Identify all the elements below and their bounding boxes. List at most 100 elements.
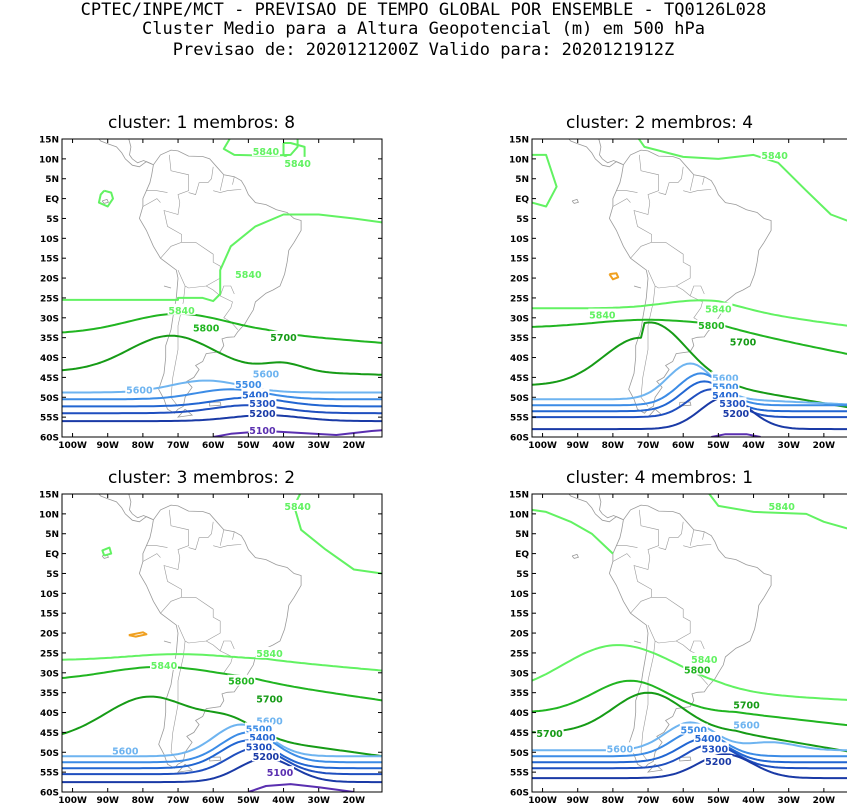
- lat-label: 35S: [510, 334, 529, 344]
- lat-label: 55S: [510, 414, 529, 424]
- contour-label: 5800: [698, 321, 725, 332]
- lat-label: 20S: [510, 630, 529, 640]
- lat-label: 55S: [510, 769, 529, 779]
- lat-label: 10N: [509, 510, 529, 520]
- lon-label: 80W: [132, 796, 155, 806]
- lat-label: 40S: [40, 709, 59, 719]
- lon-label: 80W: [602, 796, 625, 806]
- lon-label: 30W: [307, 796, 330, 806]
- lat-label: 10N: [39, 510, 59, 520]
- contour-5840: [532, 510, 613, 554]
- country-border: [233, 532, 235, 540]
- contour-label: 5700: [733, 701, 760, 712]
- lat-label: 10S: [510, 235, 529, 245]
- lon-label: 60W: [202, 441, 225, 451]
- country-border: [143, 199, 161, 207]
- panel-title-3: cluster: 3 membros: 2: [108, 468, 295, 488]
- lat-label: 15S: [510, 255, 529, 265]
- lat-label: 15N: [509, 136, 529, 146]
- contour-label: 5700: [536, 729, 563, 740]
- lat-label: 30S: [510, 314, 529, 324]
- country-border: [143, 554, 161, 562]
- lat-label: 60S: [40, 434, 59, 444]
- lon-label: 70W: [637, 796, 660, 806]
- country-border: [220, 641, 234, 651]
- lon-label: 70W: [167, 441, 190, 451]
- lat-label: 35S: [40, 689, 59, 699]
- country-border: [648, 242, 690, 288]
- caribbean-coastline: [599, 492, 622, 519]
- lon-label: 100W: [58, 796, 87, 806]
- contour-5700: [62, 336, 382, 375]
- lon-label: 40W: [742, 796, 765, 806]
- country-border: [631, 510, 659, 613]
- lon-label: 30W: [777, 796, 800, 806]
- lat-label: 50S: [510, 394, 529, 404]
- lat-label: 10S: [40, 590, 59, 600]
- lat-label: 20S: [510, 275, 529, 285]
- lat-label: 5S: [516, 570, 529, 580]
- lon-label: 100W: [528, 441, 557, 451]
- country-border: [161, 510, 189, 613]
- lat-label: 30S: [40, 314, 59, 324]
- lat-label: 60S: [40, 789, 59, 799]
- panel-title-1: cluster: 1 membros: 8: [108, 113, 295, 133]
- contour-5400: [532, 381, 847, 411]
- island-coastline: [164, 641, 171, 643]
- lon-label: 60W: [672, 441, 695, 451]
- contour-5840: [99, 191, 113, 207]
- contour-5200: [532, 754, 847, 778]
- lat-label: 15S: [40, 610, 59, 620]
- caribbean-coastline: [129, 137, 152, 164]
- cluster-map-2: 5840584058405800570056005500540053005200…: [492, 133, 847, 455]
- contour-label: 5200: [253, 752, 280, 763]
- country-border: [146, 191, 167, 193]
- lat-label: 50S: [40, 394, 59, 404]
- lon-label: 90W: [566, 796, 589, 806]
- contour-label: 5840: [168, 306, 195, 317]
- country-border: [161, 155, 189, 258]
- country-border: [690, 641, 704, 651]
- map-frame: [532, 494, 847, 792]
- contour-5500: [62, 389, 382, 399]
- country-border: [613, 199, 631, 207]
- panel-title-4: cluster: 4 membros: 1: [566, 468, 753, 488]
- contour-5880: [129, 632, 147, 636]
- country-border: [220, 175, 224, 191]
- lon-label: 70W: [637, 441, 660, 451]
- contour-5840: [62, 215, 382, 302]
- lat-label: 25S: [40, 649, 59, 659]
- lat-label: 50S: [40, 749, 59, 759]
- lon-label: 40W: [742, 441, 765, 451]
- contour-5600: [62, 381, 382, 393]
- contour-label: 5800: [228, 677, 255, 688]
- cluster-map-1: 5840584058405840580057005600560055005400…: [22, 133, 404, 455]
- header-title-line-2: Cluster Medio para a Altura Geopotencial…: [0, 20, 847, 38]
- contour-label: 5840: [151, 661, 178, 672]
- contour-label: 5300: [702, 744, 729, 755]
- lon-label: 90W: [96, 441, 119, 451]
- island-coastline: [210, 402, 221, 406]
- contour-label: 5840: [284, 159, 311, 170]
- lat-label: 10S: [40, 235, 59, 245]
- lat-label: 20S: [40, 275, 59, 285]
- island-coastline: [102, 199, 108, 203]
- contour-5840: [102, 548, 111, 556]
- contour-label: 5840: [768, 502, 795, 513]
- country-border: [659, 522, 684, 550]
- contour-label: 5200: [705, 757, 732, 768]
- country-border: [220, 530, 224, 546]
- country-border: [659, 167, 684, 195]
- lat-label: 55S: [40, 414, 59, 424]
- contour-label: 5100: [249, 426, 276, 437]
- contour-5500: [62, 732, 382, 762]
- contour-5100: [213, 430, 382, 437]
- lat-label: 45S: [510, 729, 529, 739]
- panel-title-2: cluster: 2 membros: 4: [566, 113, 753, 133]
- lat-label: 5S: [516, 215, 529, 225]
- country-border: [703, 532, 705, 540]
- island-coastline: [634, 286, 641, 288]
- contour-label: 5600: [607, 744, 634, 755]
- cluster-map-4: 5840584058005700570056005600550054005300…: [492, 488, 847, 810]
